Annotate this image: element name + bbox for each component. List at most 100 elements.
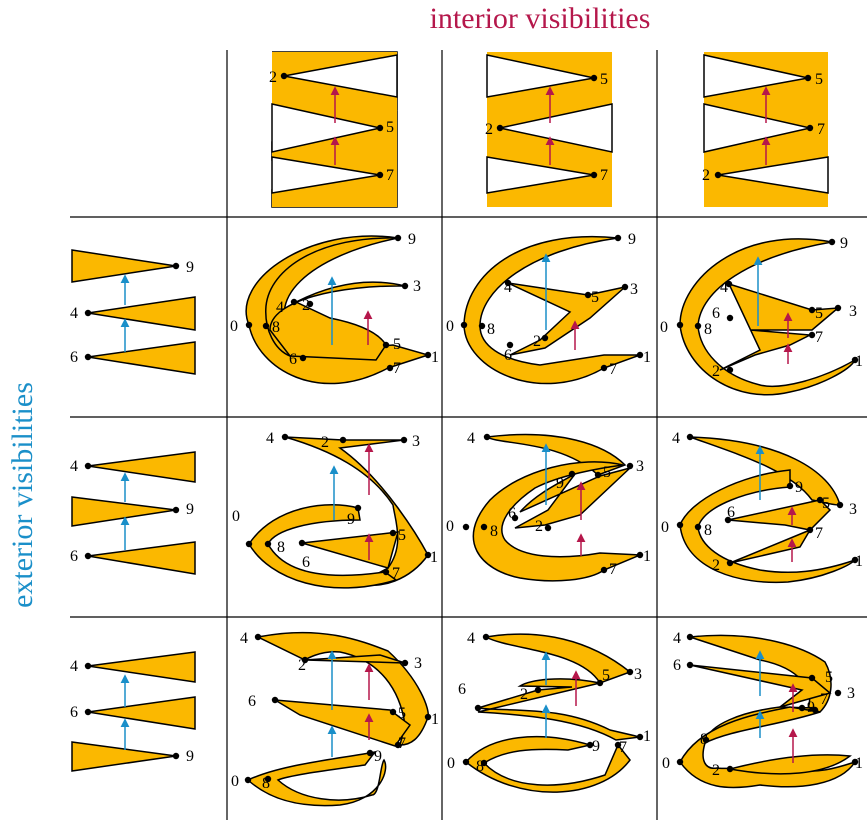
vertex-label: 3 (634, 666, 642, 683)
vertex-label: 2 (712, 762, 720, 779)
vertex-label: 2 (535, 518, 543, 535)
vertex-label: 7 (393, 360, 401, 377)
vertex-label: 6 (289, 351, 297, 368)
vertex-label: 8 (704, 321, 712, 338)
left-cell-3-drawing (71, 651, 196, 772)
vertex-label: 0 (660, 319, 668, 336)
vertex-label: 2 (269, 69, 277, 86)
vertex-label: 2 (533, 333, 541, 350)
vertex-label: 5 (398, 705, 406, 722)
vertex-label: 5 (603, 464, 611, 481)
vertex-label: 2 (321, 434, 329, 451)
vertex-label: 7 (398, 735, 406, 752)
vertex-label: 3 (413, 278, 421, 295)
vertex-label: 4 (266, 430, 274, 447)
vertex-label: 8 (704, 522, 712, 539)
vertex-label: 5 (398, 527, 406, 544)
vertex-label: 9 (186, 748, 194, 765)
vertex-label: 6 (248, 693, 256, 710)
vertex-label: 7 (600, 167, 608, 184)
left-cell-1-drawing (71, 249, 196, 375)
vertex-label: 1 (431, 711, 439, 728)
vertex-label: 6 (504, 347, 512, 364)
vertex-label: 4 (672, 430, 680, 447)
cell-r2c2-drawing (462, 433, 644, 582)
vertex-label: 8 (262, 775, 270, 792)
vertex-label: 4 (720, 279, 728, 296)
vertex-label: 6 (712, 305, 720, 322)
vertex-label: 3 (849, 303, 857, 320)
vertex-label: 4 (467, 430, 475, 447)
vertex-label: 7 (815, 525, 823, 542)
left-cell-2-drawing (71, 451, 196, 575)
vertex-label: 2 (712, 557, 720, 574)
vertex-label: 3 (412, 433, 420, 450)
vertex-label: 1 (855, 353, 863, 370)
vertex-label: 6 (70, 704, 78, 721)
vertex-label: 2 (520, 686, 528, 703)
vertex-label: 2 (712, 363, 720, 380)
vertex-label: 0 (230, 318, 238, 335)
vertex-label: 8 (476, 758, 484, 775)
vertex-label: 4 (70, 458, 78, 475)
vertex-label: 4 (70, 658, 78, 675)
cell-r1c2-drawing (460, 234, 644, 385)
vertex-label: 1 (643, 349, 651, 366)
vertex-label: 4 (276, 299, 284, 316)
vertex-label: 5 (822, 495, 830, 512)
vertex-label: 7 (815, 329, 823, 346)
vertex-label: 7 (609, 361, 617, 378)
vertex-label: 9 (556, 475, 564, 492)
cell-r1c1-drawing (245, 234, 432, 385)
vertex-label: 1 (431, 349, 439, 366)
vertex-label: 5 (386, 119, 394, 136)
vertex-label: 9 (186, 259, 194, 276)
vertex-label: 3 (847, 685, 855, 702)
vertex-label: 4 (673, 630, 681, 647)
vertex-label: 9 (374, 748, 382, 765)
top-cell-3-drawing (703, 52, 829, 207)
cell-r3c1-drawing (244, 631, 432, 807)
vertex-label: 8 (490, 523, 498, 540)
vertex-label: 3 (849, 501, 857, 518)
interior-visibilities-title: interior visibilities (429, 2, 651, 35)
vertex-label: 5 (393, 336, 401, 353)
vertex-label: 0 (446, 518, 454, 535)
vertex-label: 3 (636, 458, 644, 475)
cell-r3c2-drawing (462, 633, 644, 793)
vertex-label: 6 (70, 548, 78, 565)
vertex-label: 9 (807, 699, 815, 716)
vertex-label: 1 (855, 553, 863, 570)
vertex-label: 6 (458, 681, 466, 698)
vertex-label: 5 (815, 71, 823, 88)
vertex-label: 4 (467, 630, 475, 647)
vertex-label: 2 (302, 297, 310, 314)
vertex-label: 8 (700, 731, 708, 748)
vertex-label: 7 (817, 121, 825, 138)
vertex-label: 1 (855, 755, 863, 772)
cell-r1c3-drawing (676, 238, 859, 396)
vertex-label: 5 (825, 669, 833, 686)
vertex-label: 0 (446, 318, 454, 335)
cell-r2c3-drawing (676, 433, 859, 584)
vertex-label: 4 (504, 279, 512, 296)
vertex-label: 7 (392, 565, 400, 582)
vertex-label: 4 (70, 305, 78, 322)
vertex-label: 9 (795, 479, 803, 496)
vertex-label: 6 (508, 505, 516, 522)
vertex-label: 0 (661, 519, 669, 536)
vertex-label: 9 (840, 235, 848, 252)
vertex-label: 4 (240, 630, 248, 647)
vertex-label: 5 (815, 305, 823, 322)
vertex-label: 7 (619, 739, 627, 756)
vertex-label: 2 (485, 121, 493, 138)
vertex-label: 6 (302, 554, 310, 571)
vertex-label: 0 (231, 773, 239, 790)
vertex-label: 0 (662, 755, 670, 772)
vertex-label: 3 (414, 655, 422, 672)
grid-lines (70, 50, 867, 820)
vertex-label: 2 (298, 657, 306, 674)
vertex-label: 9 (186, 501, 194, 518)
vertex-label: 5 (591, 289, 599, 306)
